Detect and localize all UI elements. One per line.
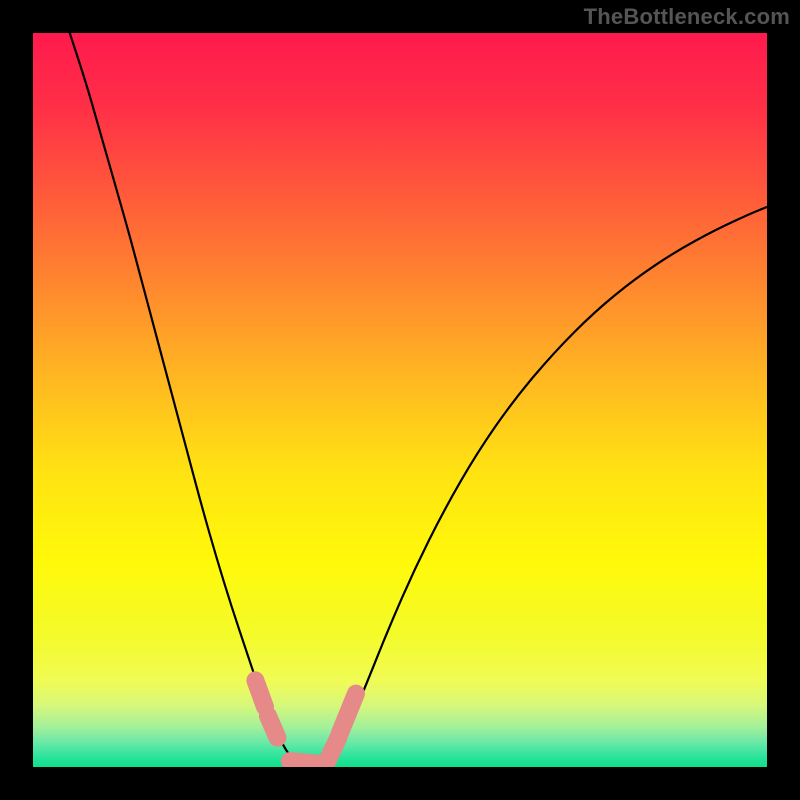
highlight-blob xyxy=(268,716,278,738)
bottleneck-curve-chart xyxy=(33,33,767,767)
chart-frame: TheBottleneck.com xyxy=(0,0,800,800)
watermark-text: TheBottleneck.com xyxy=(584,4,790,30)
highlight-blob xyxy=(255,680,265,706)
plot-area xyxy=(33,33,767,767)
